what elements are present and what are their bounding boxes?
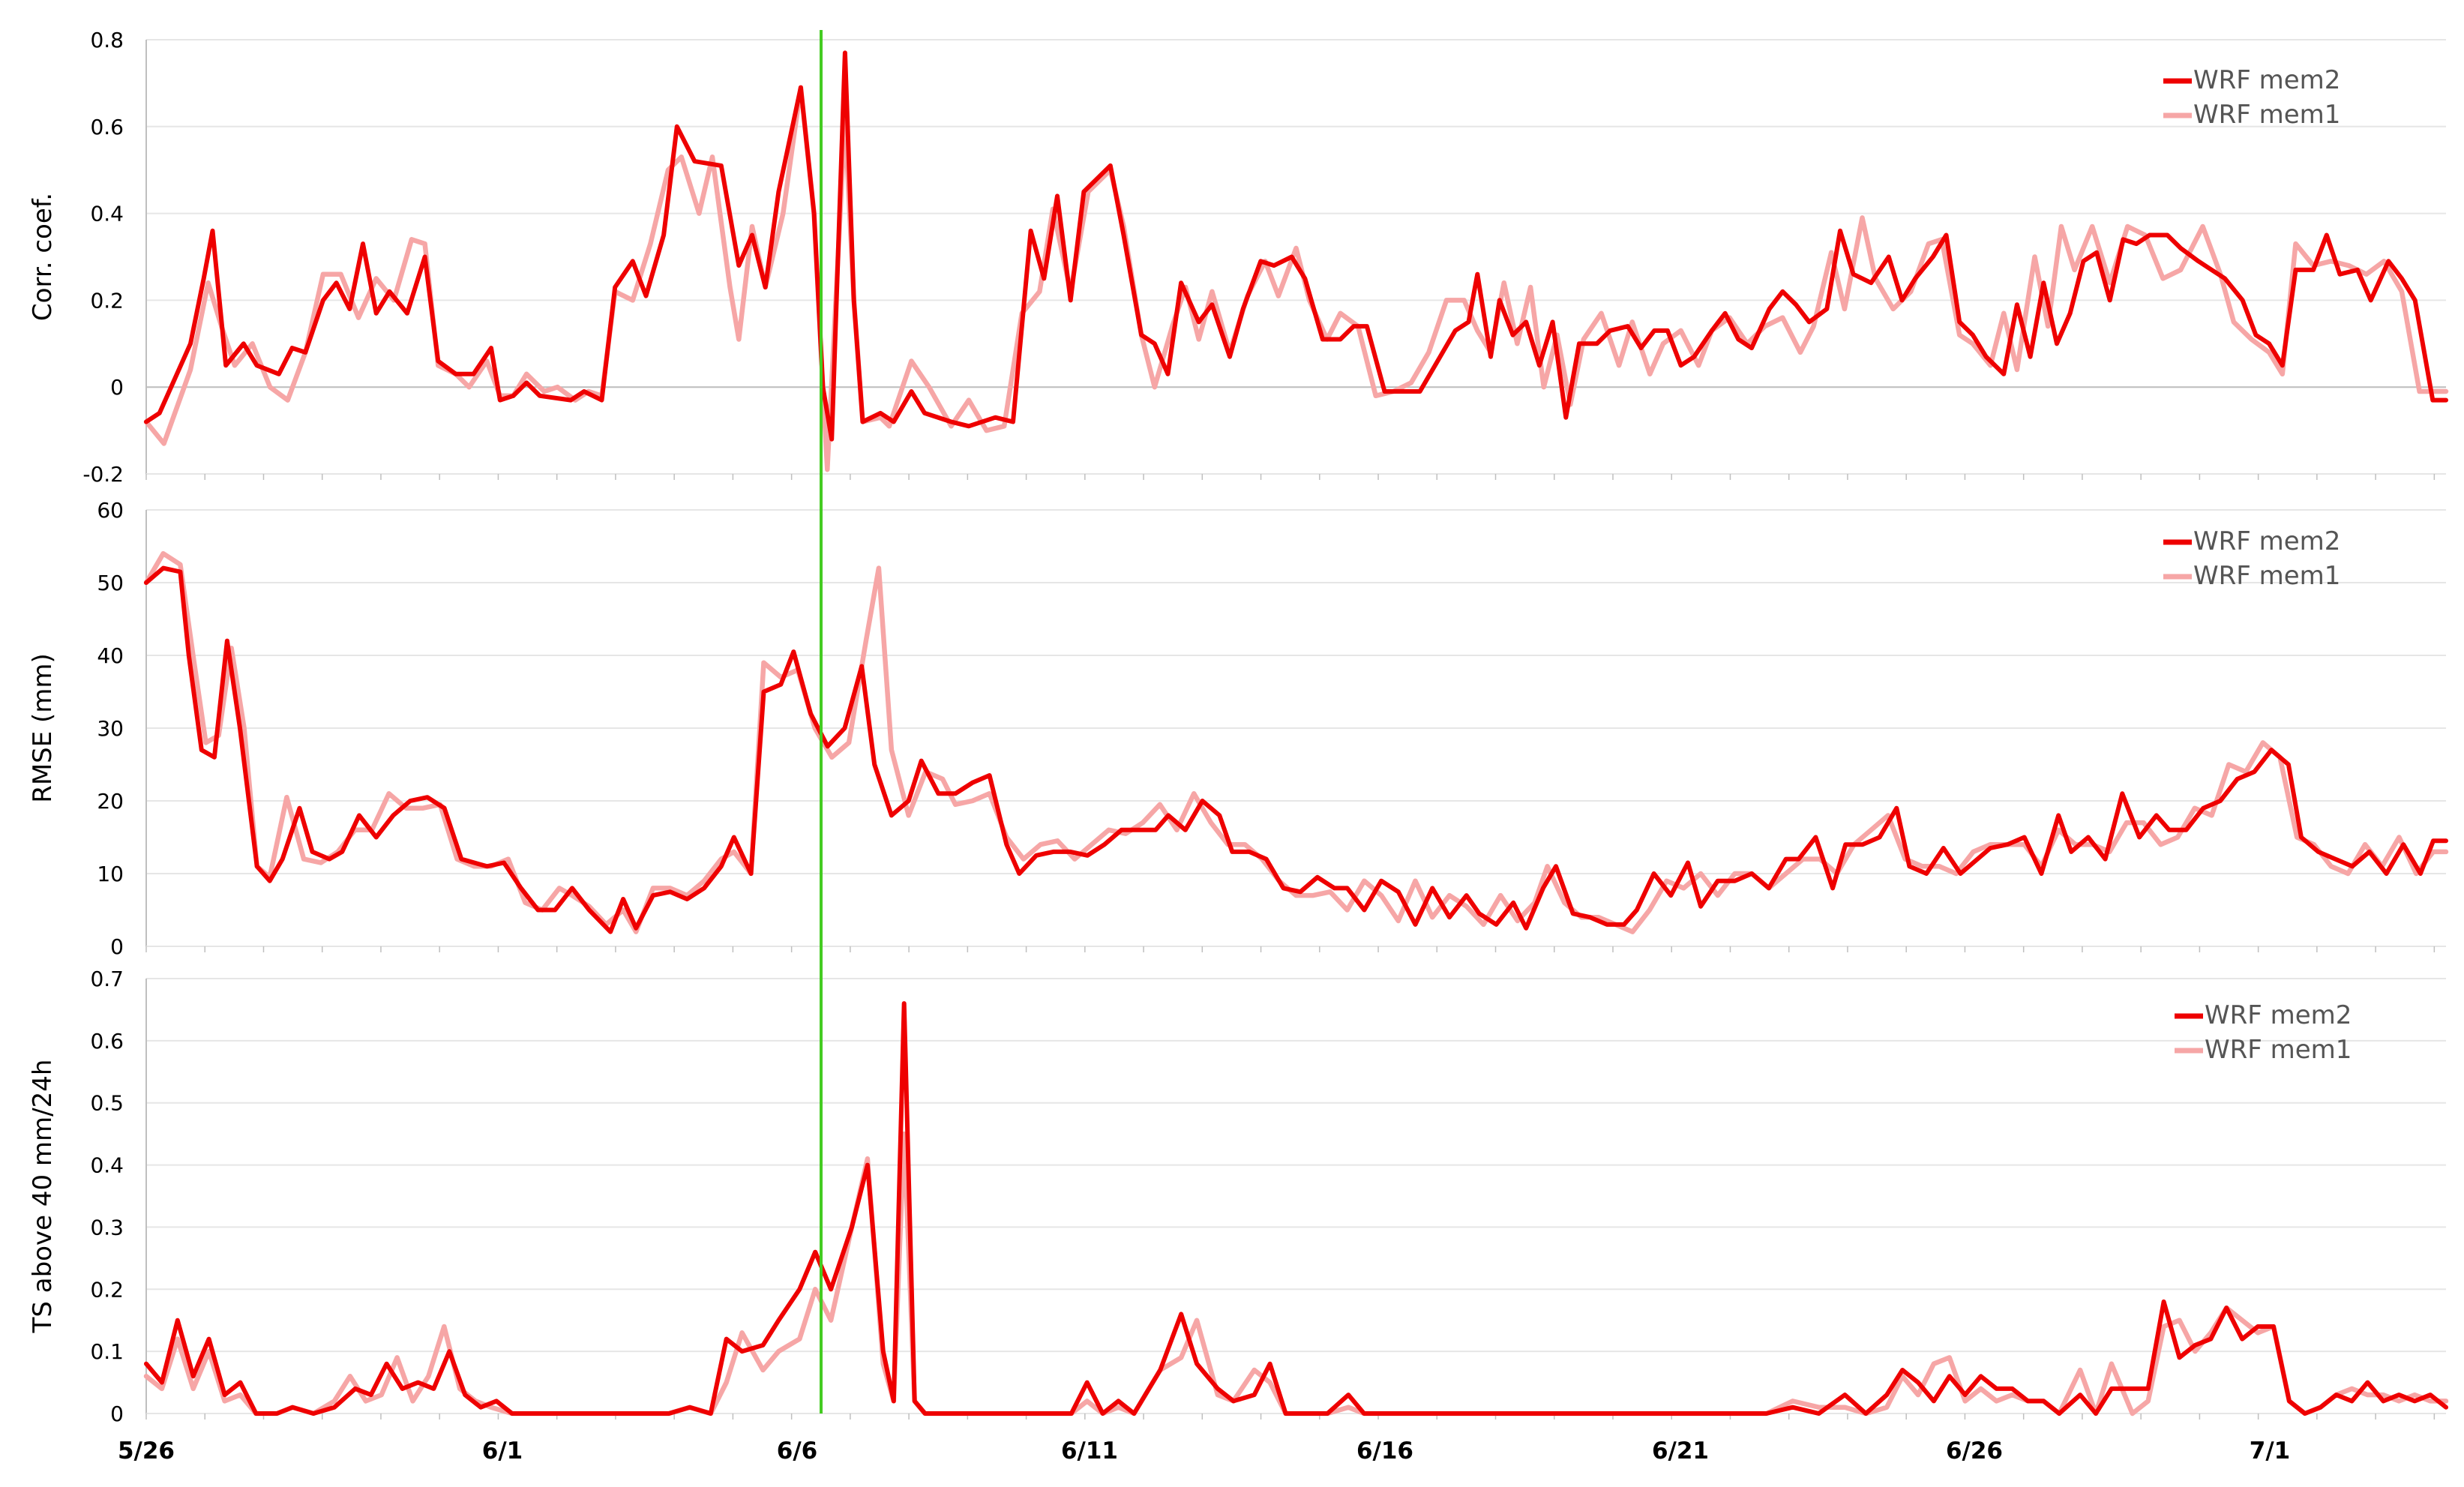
y-tick-label: 0.7 — [90, 967, 124, 991]
y-axis-label: TS above 40 mm/24h — [28, 1060, 58, 1334]
y-tick-label: 40 — [97, 643, 124, 668]
y-tick-label: -0.2 — [82, 462, 124, 487]
legend-label: WRF mem2 — [2193, 65, 2340, 95]
y-tick-label: 50 — [97, 571, 124, 595]
legend-label: WRF mem1 — [2205, 1035, 2352, 1065]
panel-2: 0 10 20 30 40 50 60 RMSE (mm) WRF mem2 WRF mem1 — [28, 498, 2449, 959]
legend-label: WRF mem2 — [2205, 1000, 2352, 1030]
y-tick-label: 30 — [97, 716, 124, 741]
y-tick-label: 0.2 — [90, 1277, 124, 1302]
x-tick-label: 6/21 — [1652, 1438, 1709, 1465]
panel-3: 0 0.1 0.2 0.3 0.4 0.5 0.6 0.7 TS above 40 mm/24h… — [28, 967, 2449, 1426]
x-tick-label: 6/1 — [482, 1438, 523, 1465]
y-axis-label: RMSE (mm) — [28, 653, 58, 803]
y-tick-label: 0.4 — [90, 1153, 124, 1178]
y-tick-label: 0.1 — [90, 1339, 124, 1364]
y-tick-label: 0.8 — [90, 28, 124, 52]
y-tick-label: 0 — [110, 1402, 124, 1426]
y-tick-label: 20 — [97, 789, 124, 814]
y-tick-label: 60 — [97, 498, 124, 523]
x-tick-label: 6/6 — [777, 1438, 817, 1465]
y-tick-label: 0.6 — [90, 115, 124, 139]
series-line-wrf-mem2 — [144, 565, 2448, 934]
y-tick-label: 0.5 — [90, 1091, 124, 1116]
legend-label: WRF mem2 — [2193, 526, 2340, 556]
y-tick-label: 0.4 — [90, 202, 124, 226]
y-tick-label: 0.3 — [90, 1215, 124, 1240]
y-tick-label: 0 — [110, 934, 124, 959]
y-tick-label: 0.2 — [90, 288, 124, 313]
legend-label: WRF mem1 — [2193, 100, 2340, 130]
y-axis-label: Corr. coef. — [28, 193, 58, 321]
series-line-wrf-mem1 — [143, 1131, 2449, 1417]
legend-label: WRF mem1 — [2193, 561, 2340, 591]
x-tick-label: 5/26 — [118, 1438, 175, 1465]
x-tick-label: 6/11 — [1061, 1438, 1118, 1465]
series-line-wrf-mem1 — [143, 550, 2449, 934]
series-line-wrf-mem1 — [143, 85, 2449, 472]
x-tick-label: 6/26 — [1946, 1438, 2003, 1465]
y-tick-label: 10 — [97, 862, 124, 886]
series-line-wrf-mem2 — [144, 50, 2448, 442]
x-tick-label: 7/1 — [2250, 1438, 2290, 1465]
panel-1: -0.2 0 0.2 0.4 0.6 0.8 Corr. coef. WRF mem2 WRF … — [28, 28, 2449, 487]
series-line-wrf-mem2 — [144, 1001, 2448, 1416]
x-tick-label: 6/16 — [1356, 1438, 1413, 1465]
y-tick-label: 0.6 — [90, 1029, 124, 1054]
y-tick-label: 0 — [110, 375, 124, 400]
